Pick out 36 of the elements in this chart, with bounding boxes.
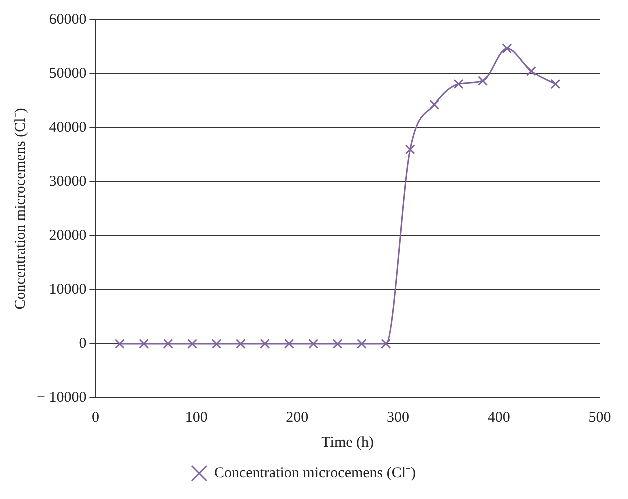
y-tick-label: 0	[79, 336, 87, 352]
point	[550, 79, 561, 90]
point	[139, 339, 150, 349]
y-tick-label: 50000	[49, 66, 87, 82]
point	[114, 339, 125, 349]
y-tick-label: − 10000	[36, 390, 87, 406]
x-tick-label: 100	[185, 410, 208, 426]
point	[430, 100, 440, 110]
point	[502, 44, 512, 54]
y-tick-label: 60000	[49, 12, 87, 28]
point	[478, 76, 488, 86]
x-axis-title: Time (h)	[322, 434, 374, 451]
x-tick-label: 500	[588, 410, 612, 426]
point	[332, 339, 343, 349]
y-tick-label: 40000	[49, 120, 87, 136]
x-tick-label: 400	[488, 410, 510, 426]
point	[188, 339, 198, 349]
point	[284, 339, 294, 349]
legend-label: Concentration microcemens (Cl⁻)	[214, 465, 416, 482]
y-tick-label: 30000	[49, 174, 87, 190]
x-tick-label: 200	[286, 410, 309, 426]
point	[526, 66, 536, 76]
y-tick-label: 20000	[49, 228, 87, 244]
point	[381, 339, 392, 349]
point	[405, 144, 416, 155]
point	[163, 339, 174, 349]
point	[212, 339, 222, 349]
point	[454, 79, 464, 90]
y-tick-label: 10000	[49, 282, 87, 298]
point	[260, 339, 270, 349]
point	[356, 339, 367, 349]
y-axis-title: Concentration microcemens (Cl⁻)	[12, 108, 29, 310]
point	[236, 339, 246, 349]
point	[308, 339, 319, 349]
x-tick-label: 300	[387, 410, 410, 426]
x-tick-label: 0	[92, 410, 100, 426]
